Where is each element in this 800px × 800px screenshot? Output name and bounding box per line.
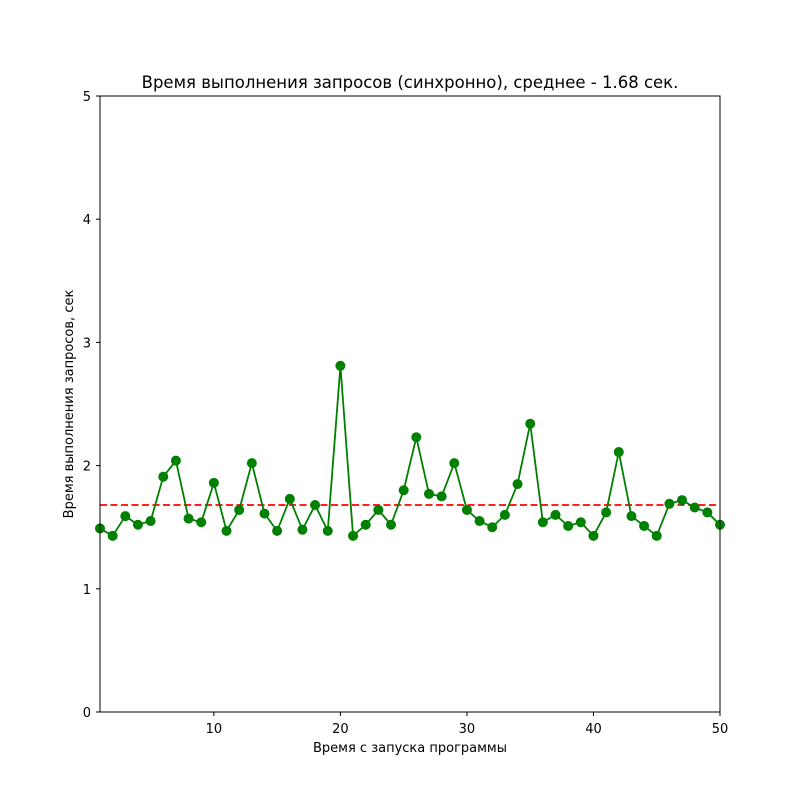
data-point [373,504,384,515]
y-tick-label: 0 [83,706,91,721]
data-point [499,509,510,520]
data-point [221,525,232,536]
data-point [107,530,118,541]
data-point [550,509,561,520]
data-point [487,522,498,533]
data-point [411,432,422,443]
data-point [664,498,675,509]
x-tick-label: 10 [206,722,223,737]
plot-background [100,96,720,712]
x-tick-label: 20 [332,722,349,737]
x-tick-label: 50 [712,722,729,737]
data-point [208,477,219,488]
data-point [246,458,257,469]
data-point [259,508,270,519]
chart-title: Время выполнения запросов (синхронно), с… [142,73,679,92]
data-point [449,458,460,469]
data-point [474,516,485,527]
data-point [145,516,156,527]
plot-frame [99,95,721,713]
data-point [613,447,624,458]
data-point [702,507,713,518]
data-point [158,471,169,482]
x-axis: 10 20 30 40 50 [206,712,729,737]
data-point [461,504,472,515]
data-point [234,504,245,515]
data-point [335,360,346,371]
y-tick-label: 3 [83,336,91,351]
x-tick-label: 40 [585,722,602,737]
data-point [272,525,283,536]
data-point [322,525,333,536]
x-axis-label: Время с запуска программы [313,741,507,756]
data-point [689,502,700,513]
data-point [563,520,574,531]
data-point [423,488,434,499]
data-point [348,530,359,541]
data-point [297,524,308,535]
data-point [398,485,409,496]
data-point [575,517,586,528]
data-point [626,511,637,522]
plot-area [100,96,720,712]
data-point [310,500,321,511]
y-axis-label: Время выполнения запросов, сек [62,290,77,519]
series-line [99,364,721,537]
data-point [386,519,397,530]
data-point [120,511,131,522]
y-tick-label: 5 [83,90,91,105]
data-point [651,530,662,541]
data-point [360,519,371,530]
data-point [196,517,207,528]
x-tick-label: 30 [459,722,476,737]
data-point [436,491,447,502]
data-point [588,530,599,541]
y-tick-label: 4 [83,213,91,228]
data-point [170,455,181,466]
data-point [537,517,548,528]
data-point [183,513,194,524]
data-point [525,418,536,429]
data-point [284,493,295,504]
y-tick-label: 2 [83,460,91,475]
y-tick-label: 1 [83,583,91,598]
data-point [132,519,143,530]
data-point [512,479,523,490]
y-axis: 0 1 2 3 4 5 [83,90,100,721]
data-point [639,520,650,531]
data-point [677,495,688,506]
data-point [601,507,612,518]
